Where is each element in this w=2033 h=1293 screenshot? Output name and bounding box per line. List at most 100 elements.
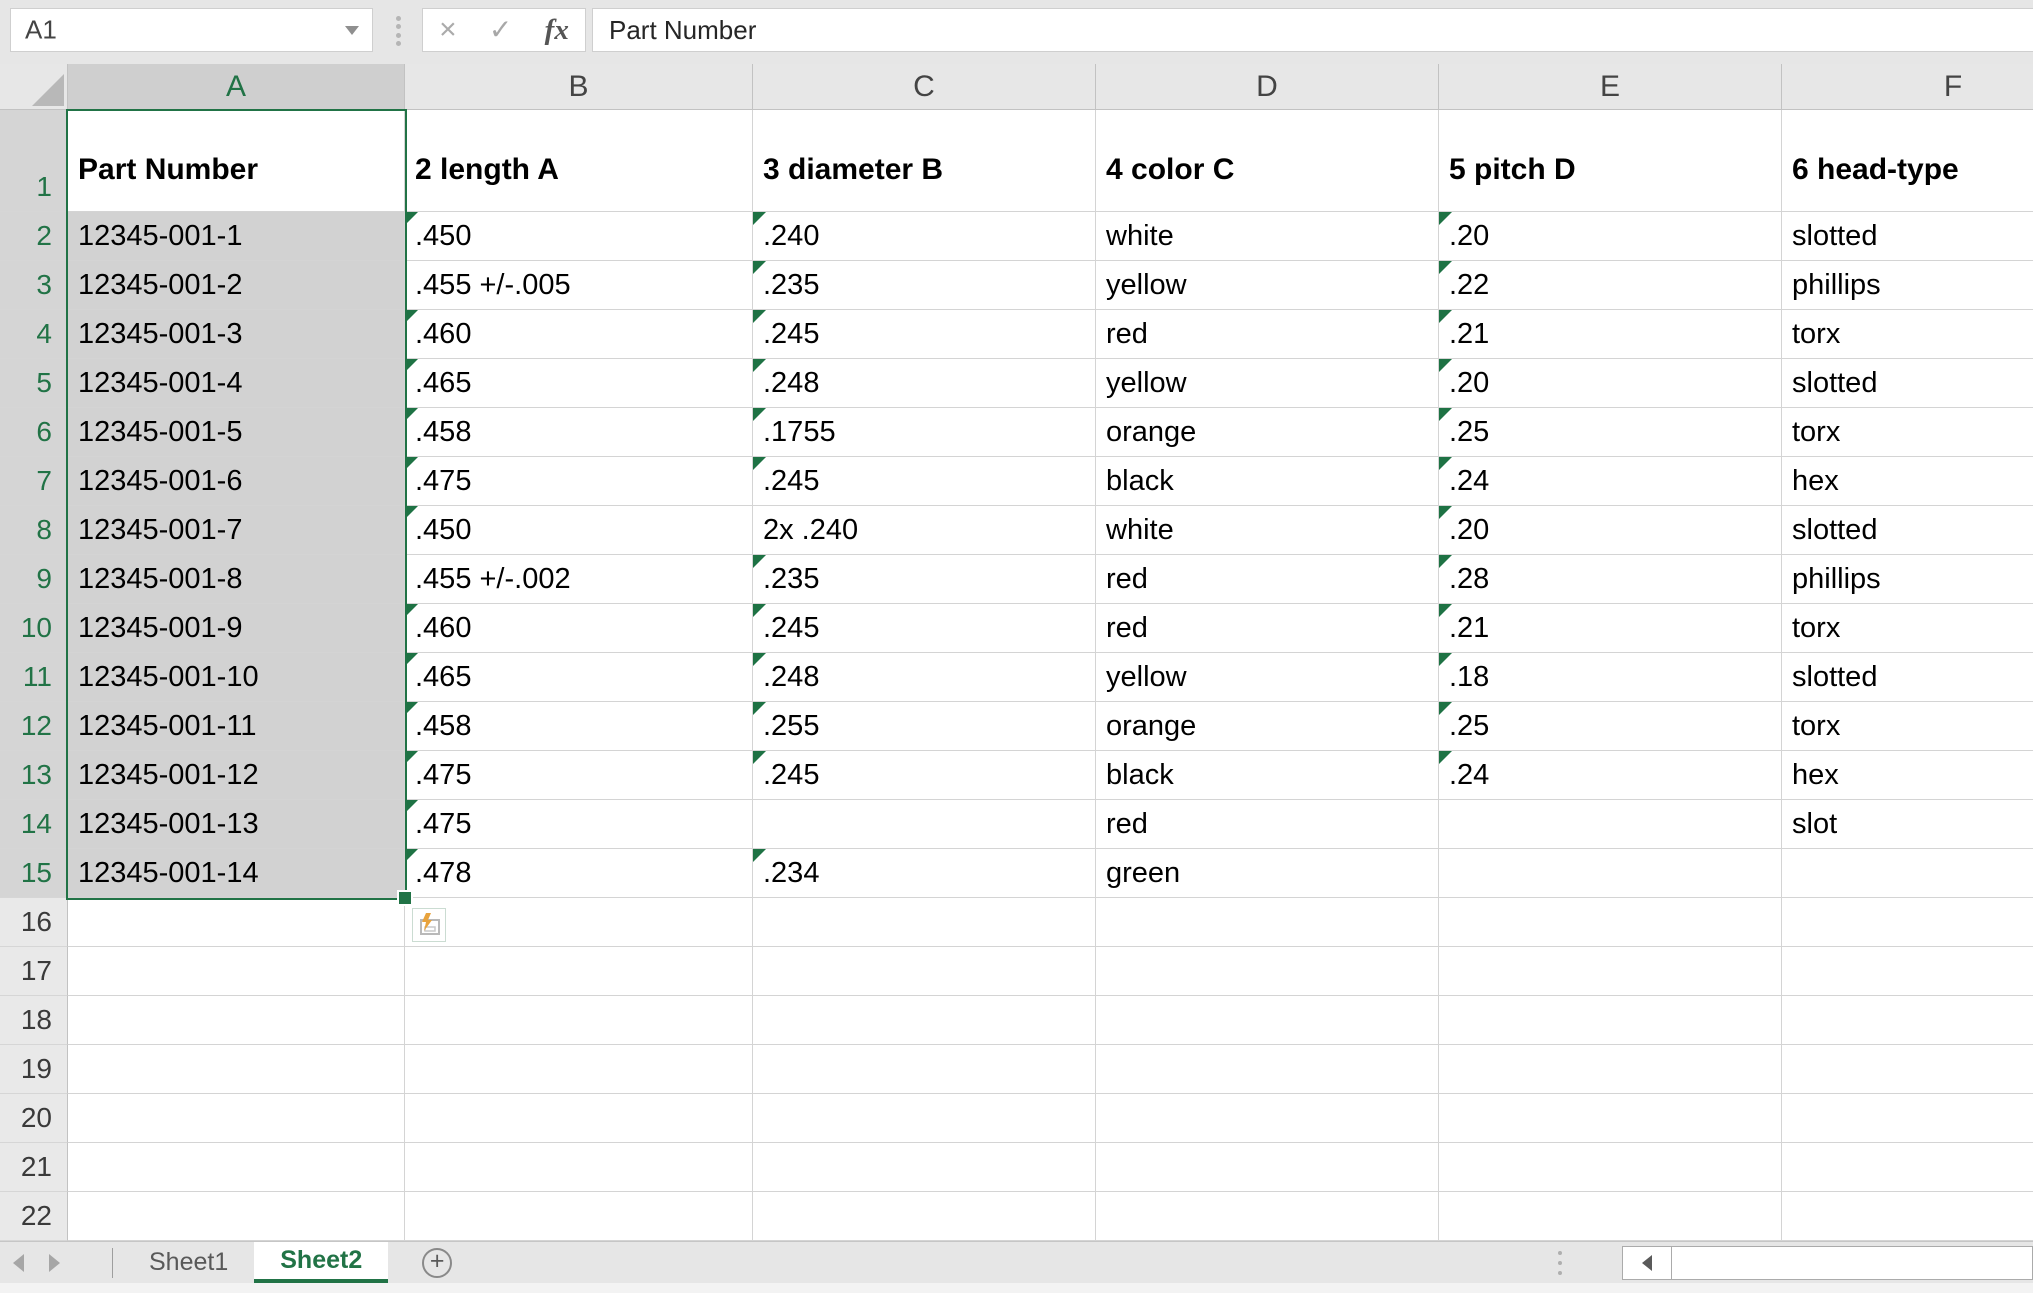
cell-B8[interactable]: .450	[405, 506, 753, 555]
cell-C3[interactable]: .235	[753, 261, 1096, 310]
cell-F15[interactable]	[1782, 849, 2033, 898]
row-header-13[interactable]: 13	[0, 751, 68, 800]
cell-B13[interactable]: .475	[405, 751, 753, 800]
cell-E3[interactable]: .22	[1439, 261, 1782, 310]
cell-C5[interactable]: .248	[753, 359, 1096, 408]
cell-E6[interactable]: .25	[1439, 408, 1782, 457]
cell-F16[interactable]	[1782, 898, 2033, 947]
row-header-16[interactable]: 16	[0, 898, 68, 947]
cell-A5[interactable]: 12345-001-4	[68, 359, 405, 408]
cell-B22[interactable]	[405, 1192, 753, 1241]
cell-F13[interactable]: hex	[1782, 751, 2033, 800]
cell-B17[interactable]	[405, 947, 753, 996]
cell-E21[interactable]	[1439, 1143, 1782, 1192]
cell-F19[interactable]	[1782, 1045, 2033, 1094]
cell-E11[interactable]: .18	[1439, 653, 1782, 702]
cell-E2[interactable]: .20	[1439, 212, 1782, 261]
cell-C4[interactable]: .245	[753, 310, 1096, 359]
cell-B5[interactable]: .465	[405, 359, 753, 408]
row-header-22[interactable]: 22	[0, 1192, 68, 1241]
cell-B16[interactable]	[405, 898, 753, 947]
cell-D22[interactable]	[1096, 1192, 1439, 1241]
cell-B14[interactable]: .475	[405, 800, 753, 849]
column-header-B[interactable]: B	[405, 64, 753, 110]
cell-D2[interactable]: white	[1096, 212, 1439, 261]
row-header-6[interactable]: 6	[0, 408, 68, 457]
cell-E10[interactable]: .21	[1439, 604, 1782, 653]
cell-E7[interactable]: .24	[1439, 457, 1782, 506]
row-header-3[interactable]: 3	[0, 261, 68, 310]
cell-F6[interactable]: torx	[1782, 408, 2033, 457]
row-header-4[interactable]: 4	[0, 310, 68, 359]
cell-E9[interactable]: .28	[1439, 555, 1782, 604]
cell-D17[interactable]	[1096, 947, 1439, 996]
cell-F18[interactable]	[1782, 996, 2033, 1045]
cell-D19[interactable]	[1096, 1045, 1439, 1094]
cell-A17[interactable]	[68, 947, 405, 996]
cell-B18[interactable]	[405, 996, 753, 1045]
cell-E8[interactable]: .20	[1439, 506, 1782, 555]
row-header-9[interactable]: 9	[0, 555, 68, 604]
cell-C1[interactable]: 3 diameter B	[753, 110, 1096, 212]
name-box[interactable]: A1	[10, 8, 373, 52]
cell-B20[interactable]	[405, 1094, 753, 1143]
cell-C22[interactable]	[753, 1192, 1096, 1241]
cell-F5[interactable]: slotted	[1782, 359, 2033, 408]
row-header-17[interactable]: 17	[0, 947, 68, 996]
cell-A14[interactable]: 12345-001-13	[68, 800, 405, 849]
cell-B1[interactable]: 2 length A	[405, 110, 753, 212]
scroll-left-button[interactable]	[1622, 1246, 1672, 1280]
row-header-8[interactable]: 8	[0, 506, 68, 555]
cell-D11[interactable]: yellow	[1096, 653, 1439, 702]
add-sheet-button[interactable]: +	[422, 1247, 453, 1278]
select-all-corner[interactable]	[0, 64, 68, 110]
column-header-F[interactable]: F	[1782, 64, 2033, 110]
cell-E12[interactable]: .25	[1439, 702, 1782, 751]
cell-C8[interactable]: 2x .240	[753, 506, 1096, 555]
cell-F10[interactable]: torx	[1782, 604, 2033, 653]
cell-D3[interactable]: yellow	[1096, 261, 1439, 310]
cell-E5[interactable]: .20	[1439, 359, 1782, 408]
cell-A6[interactable]: 12345-001-5	[68, 408, 405, 457]
cell-D1[interactable]: 4 color C	[1096, 110, 1439, 212]
row-header-2[interactable]: 2	[0, 212, 68, 261]
cell-D13[interactable]: black	[1096, 751, 1439, 800]
cell-B3[interactable]: .455 +/-.005	[405, 261, 753, 310]
cell-D6[interactable]: orange	[1096, 408, 1439, 457]
cell-C7[interactable]: .245	[753, 457, 1096, 506]
cell-C11[interactable]: .248	[753, 653, 1096, 702]
cell-A19[interactable]	[68, 1045, 405, 1094]
cell-E17[interactable]	[1439, 947, 1782, 996]
cell-F14[interactable]: slot	[1782, 800, 2033, 849]
tab-bar-resize-handle[interactable]	[1558, 1251, 1562, 1275]
cell-D20[interactable]	[1096, 1094, 1439, 1143]
cell-A15[interactable]: 12345-001-14	[68, 849, 405, 898]
cell-D15[interactable]: green	[1096, 849, 1439, 898]
cell-A16[interactable]	[68, 898, 405, 947]
cell-C15[interactable]: .234	[753, 849, 1096, 898]
cell-A20[interactable]	[68, 1094, 405, 1143]
cell-F22[interactable]	[1782, 1192, 2033, 1241]
quick-analysis-button[interactable]	[412, 908, 446, 942]
row-header-21[interactable]: 21	[0, 1143, 68, 1192]
cancel-icon[interactable]: ×	[439, 13, 457, 46]
cell-E15[interactable]	[1439, 849, 1782, 898]
cell-C2[interactable]: .240	[753, 212, 1096, 261]
cell-E22[interactable]	[1439, 1192, 1782, 1241]
row-header-18[interactable]: 18	[0, 996, 68, 1045]
cell-C9[interactable]: .235	[753, 555, 1096, 604]
cell-C17[interactable]	[753, 947, 1096, 996]
fill-handle[interactable]	[397, 890, 413, 906]
cell-B12[interactable]: .458	[405, 702, 753, 751]
cell-C10[interactable]: .245	[753, 604, 1096, 653]
cell-B21[interactable]	[405, 1143, 753, 1192]
horizontal-scrollbar-thumb[interactable]	[1671, 1246, 2033, 1280]
cell-D12[interactable]: orange	[1096, 702, 1439, 751]
column-header-C[interactable]: C	[753, 64, 1096, 110]
cell-A18[interactable]	[68, 996, 405, 1045]
cell-A7[interactable]: 12345-001-6	[68, 457, 405, 506]
cell-F9[interactable]: phillips	[1782, 555, 2033, 604]
cell-B2[interactable]: .450	[405, 212, 753, 261]
cell-B7[interactable]: .475	[405, 457, 753, 506]
cell-F1[interactable]: 6 head-type	[1782, 110, 2033, 212]
